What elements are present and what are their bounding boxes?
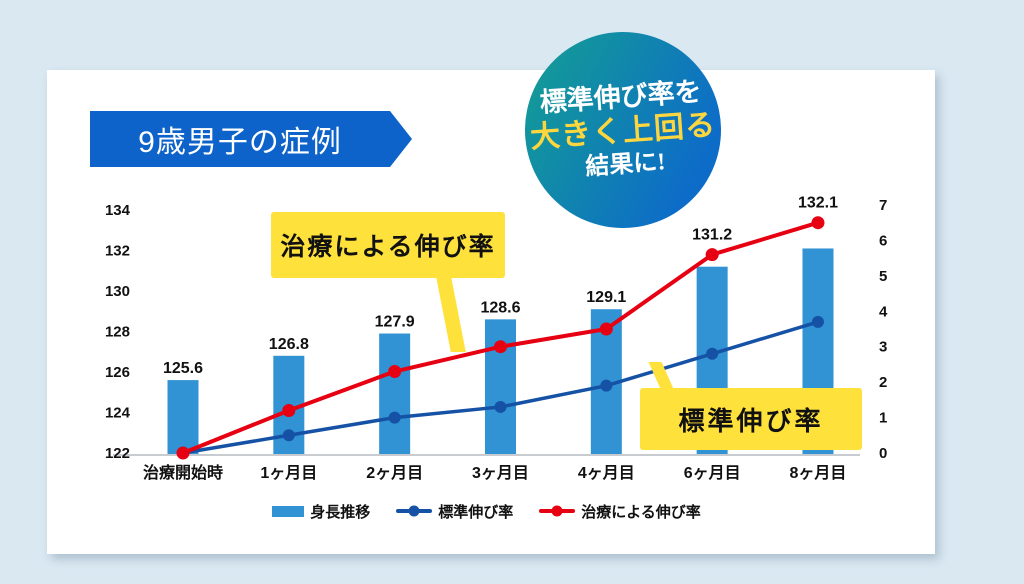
line-point [600, 379, 613, 392]
x-axis-label: 8ヶ月目 [790, 464, 847, 482]
page-title: 9歳男子の症例 [138, 126, 342, 159]
left-axis-tick: 128 [105, 324, 130, 341]
legend-item-standard: 標準伸び率 [396, 501, 513, 522]
line-point [282, 403, 296, 417]
legend-item-treatment: 治療による伸び率 [539, 501, 701, 522]
x-axis-label: 6ヶ月目 [684, 464, 741, 482]
line-point [705, 248, 719, 262]
x-axis-label: 3ヶ月目 [472, 464, 529, 482]
line-point [388, 411, 401, 424]
line-point [388, 365, 402, 379]
bar-value-label: 128.6 [480, 299, 520, 316]
blue-line-swatch-icon [396, 505, 433, 517]
bar-value-label: 131.2 [692, 227, 732, 244]
left-axis-tick: 134 [105, 202, 131, 219]
bar-value-label: 132.1 [798, 195, 838, 212]
chart-legend: 身長推移 標準伸び率 治療による伸び率 [113, 501, 860, 521]
legend-label-treatment: 治療による伸び率 [581, 503, 701, 521]
line-point [811, 315, 824, 328]
left-axis-tick: 132 [105, 243, 130, 260]
x-axis-label: 2ヶ月目 [366, 464, 423, 482]
legend-item-height: 身長推移 [272, 501, 370, 522]
height-bar [167, 380, 199, 455]
right-axis-tick: 4 [879, 303, 888, 320]
left-axis-tick: 130 [105, 283, 130, 300]
x-axis-label: 治療開始時 [143, 463, 223, 482]
line-point [706, 347, 719, 360]
line-point [494, 400, 507, 413]
bar-value-label: 126.8 [269, 336, 309, 353]
right-axis-tick: 3 [879, 339, 887, 356]
legend-label-height: 身長推移 [310, 503, 371, 521]
line-point [282, 429, 295, 442]
standard-callout: 標準伸び率 [640, 388, 862, 450]
result-badge: 標準伸び率を 大きく上回る 結果に! [525, 32, 721, 228]
bar-value-label: 127.9 [375, 314, 415, 331]
treatment-callout: 治療による伸び率 [271, 212, 505, 278]
right-axis-tick: 1 [879, 410, 887, 427]
bar-value-label: 129.1 [586, 289, 626, 306]
bar-value-label: 125.6 [163, 360, 203, 377]
right-axis-tick: 7 [879, 197, 887, 214]
line-point [599, 322, 613, 336]
result-badge-text: 標準伸び率を 大きく上回る 結果に! [527, 74, 719, 186]
legend-label-standard: 標準伸び率 [438, 503, 514, 521]
treatment-callout-label: 治療による伸び率 [280, 233, 496, 261]
right-axis-tick: 2 [879, 374, 887, 391]
left-axis-tick: 126 [105, 364, 130, 381]
red-line-swatch-icon [539, 505, 576, 517]
standard-callout-label: 標準伸び率 [678, 405, 824, 436]
left-axis-tick: 124 [105, 405, 131, 422]
right-axis-tick: 5 [879, 268, 887, 285]
right-axis-tick: 0 [879, 445, 887, 462]
x-axis-label: 1ヶ月目 [260, 464, 317, 482]
x-axis-label: 4ヶ月目 [578, 464, 635, 482]
line-point [176, 446, 190, 460]
line-point [493, 340, 507, 354]
height-bar [484, 319, 516, 455]
line-point [811, 216, 825, 230]
height-bar [379, 333, 411, 455]
right-axis-tick: 6 [879, 232, 887, 249]
case-title-banner: 9歳男子の症例 [90, 111, 412, 167]
bar-swatch-icon [272, 505, 305, 517]
left-axis-tick: 122 [105, 445, 130, 462]
